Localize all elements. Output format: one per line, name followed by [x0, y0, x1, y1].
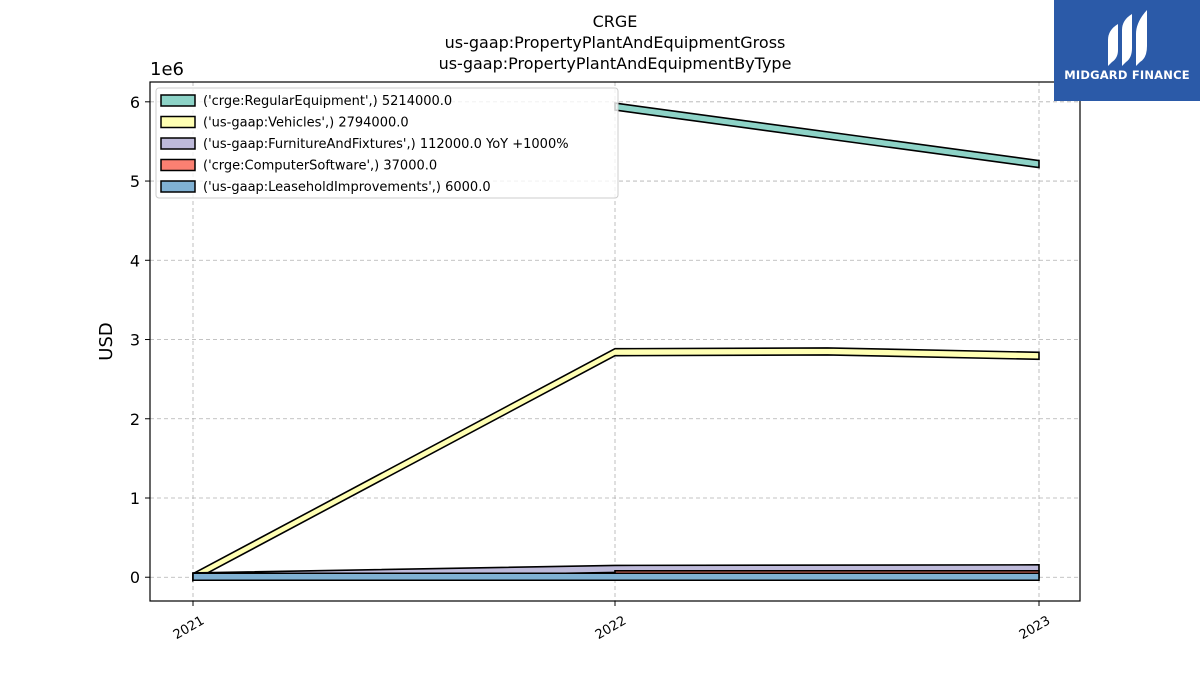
legend-swatch-5	[160, 180, 196, 193]
series-area-5	[192, 572, 1040, 582]
x-tick-label: 2022	[593, 613, 629, 643]
legend-label-2: ('us-gaap:Vehicles',) 2794000.0	[203, 116, 409, 131]
x-axis-ticks: 2021 2022 2023	[171, 601, 1053, 643]
y-tick-label: 0	[130, 568, 140, 587]
chart-title-line-1: CRGE	[593, 12, 638, 31]
y-tick-label: 3	[130, 331, 140, 350]
series-areas	[192, 102, 1040, 583]
y-tick-label: 2	[130, 410, 140, 429]
legend-swatch-4	[160, 158, 196, 172]
series-area-2	[192, 347, 1040, 583]
x-tick-label: 2023	[1017, 613, 1053, 643]
legend-label-5: ('us-gaap:LeaseholdImprovements',) 6000.…	[203, 180, 491, 195]
legend-box	[155, 87, 619, 199]
legend-swatch-2	[160, 115, 196, 129]
y-offset-label: 1e6	[150, 59, 184, 80]
legend-label-4: ('crge:ComputerSoftware',) 37000.0	[203, 159, 437, 174]
chart-title: CRGE us-gaap:PropertyPlantAndEquipmentGro…	[439, 12, 792, 73]
legend-label-1: ('crge:RegularEquipment',) 5214000.0	[203, 94, 452, 109]
chart-title-line-2: us-gaap:PropertyPlantAndEquipmentGross	[445, 33, 786, 52]
chart-title-line-3: us-gaap:PropertyPlantAndEquipmentByType	[439, 54, 792, 73]
y-tick-label: 5	[130, 172, 140, 191]
y-axis-ticks: 0 1 2 3 4 5 6	[130, 93, 150, 587]
brand-logo-icon	[1108, 10, 1147, 66]
legend: ('crge:RegularEquipment',) 5214000.0 ('us…	[155, 87, 619, 199]
legend-label-3: ('us-gaap:FurnitureAndFixtures',) 112000…	[203, 137, 569, 152]
y-tick-label: 1	[130, 489, 140, 508]
y-tick-label: 6	[130, 93, 140, 112]
brand-logo: MIDGARD FINANCE	[1054, 0, 1200, 101]
y-axis-label: USD	[96, 322, 117, 360]
legend-swatch-1	[160, 94, 196, 107]
brand-name: MIDGARD FINANCE	[1064, 68, 1190, 82]
series-area-1	[614, 102, 1040, 169]
y-tick-label: 4	[130, 251, 140, 270]
x-tick-label: 2021	[171, 613, 207, 643]
legend-swatch-3	[160, 137, 196, 150]
